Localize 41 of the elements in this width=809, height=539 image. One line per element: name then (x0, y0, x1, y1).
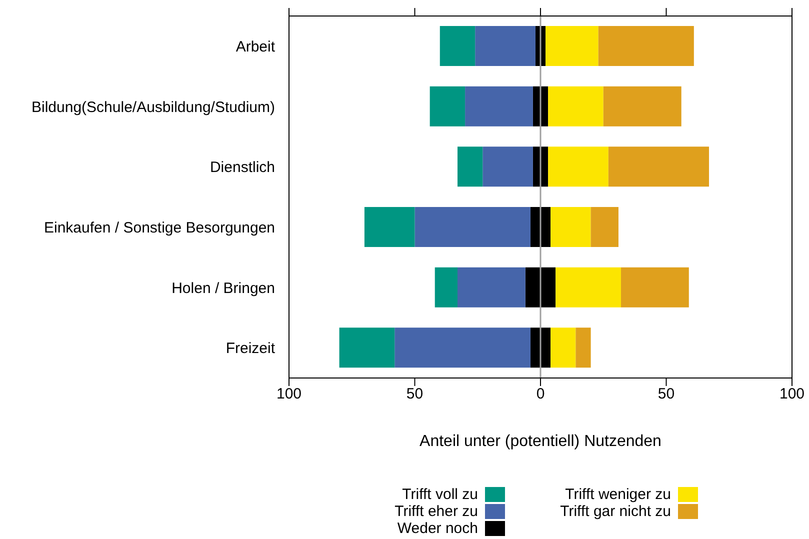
y-tick-label: Arbeit (236, 38, 276, 56)
bar (546, 26, 598, 66)
bar (440, 26, 476, 66)
bar (598, 26, 694, 66)
x-tick-label: 100 (779, 386, 805, 403)
y-tick-label: Bildung(Schule/Ausbildung/Studium) (32, 98, 275, 116)
y-tick-label: Holen / Bringen (172, 280, 275, 297)
x-tick-label: 0 (536, 386, 545, 403)
bar (434, 267, 458, 308)
bar (608, 146, 710, 187)
bar (576, 328, 591, 368)
bar (339, 328, 395, 368)
y-tick-label: Dienstlich (210, 159, 275, 176)
x-tick-label: 100 (276, 386, 302, 403)
legend-label: Trifft gar nicht zu (560, 503, 671, 520)
bar (548, 146, 608, 187)
bar (482, 146, 533, 187)
bar (465, 86, 533, 126)
bar (458, 267, 526, 308)
bar (430, 86, 466, 126)
y-tick-label: Einkaufen / Sonstige Besorgungen (44, 219, 275, 236)
bar (364, 207, 415, 247)
bar (548, 86, 604, 126)
bar (590, 207, 618, 247)
x-axis-title: Anteil unter (potentiell) Nutzenden (420, 433, 662, 450)
bar (475, 26, 536, 66)
legend-label: Trifft weniger zu (565, 486, 671, 503)
x-tick-label: 50 (406, 386, 424, 403)
legend-label: Trifft voll zu (402, 486, 478, 503)
bar (556, 267, 621, 308)
legend-label: Weder noch (397, 520, 478, 537)
bar (458, 146, 483, 187)
bar (414, 207, 530, 247)
y-tick-label: Freizeit (226, 340, 276, 358)
x-tick-label: 50 (658, 386, 675, 403)
bar (550, 207, 591, 247)
bar (603, 86, 682, 126)
bar (394, 328, 530, 368)
bar (620, 267, 689, 308)
bar (550, 328, 576, 368)
legend-label: Trifft eher zu (394, 503, 478, 520)
